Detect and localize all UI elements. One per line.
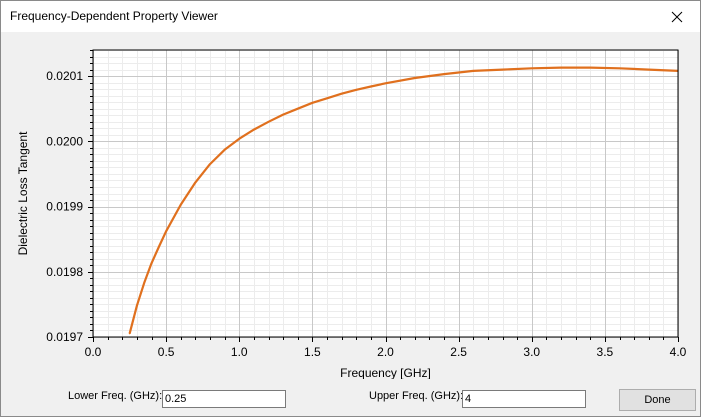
window-title: Frequency-Dependent Property Viewer: [10, 9, 218, 23]
done-button[interactable]: Done: [619, 389, 696, 411]
data-point: [297, 108, 299, 110]
y-axis-label: Dielectric Loss Tangent: [16, 131, 30, 256]
data-point: [194, 181, 196, 183]
data-point: [282, 114, 284, 116]
data-point: [501, 69, 504, 71]
close-icon: [671, 11, 683, 22]
data-point: [618, 67, 621, 69]
plot-frame: [92, 49, 679, 338]
upper-freq-label: Upper Freq. (GHz):: [369, 390, 464, 402]
data-point: [143, 282, 145, 284]
data-point: [150, 262, 153, 264]
upper-freq-input[interactable]: [462, 390, 586, 408]
data-point: [472, 70, 474, 72]
data-point: [443, 73, 445, 75]
data-point: [414, 77, 416, 79]
data-point: [165, 230, 167, 232]
y-tick-label: 0.0198: [46, 265, 83, 279]
data-point: [648, 69, 650, 71]
title-bar: Frequency-Dependent Property Viewer: [1, 1, 700, 32]
data-point: [560, 67, 562, 69]
lower-freq-input[interactable]: [162, 390, 286, 408]
x-tick-label: 3.5: [597, 345, 614, 359]
data-point: [326, 97, 328, 99]
data-point: [238, 138, 240, 140]
x-tick-label: 1.0: [231, 345, 248, 359]
x-tick-label: 1.5: [304, 345, 321, 359]
y-tick-label: 0.0199: [46, 200, 83, 214]
y-tick-label: 0.0197: [46, 330, 83, 344]
data-point: [531, 67, 533, 69]
data-point: [267, 121, 270, 123]
y-tick-label: 0.0200: [46, 134, 83, 148]
axis-ticks: [88, 50, 679, 342]
x-tick-label: 2.5: [450, 345, 467, 359]
x-axis-label: Frequency [GHz]: [340, 366, 431, 379]
y-tick-label: 0.0201: [46, 69, 83, 83]
data-point: [209, 163, 211, 165]
x-tick-label: 4.0: [670, 345, 687, 359]
data-point: [158, 246, 160, 248]
x-tick-labels: 0.0 0.5 1.0 1.5 2.0 2.5 3.0 3.5 4.0: [85, 345, 687, 359]
x-tick-label: 0.5: [158, 345, 175, 359]
loss-tangent-chart: 0.0 0.5 1.0 1.5 2.0 2.5 3.0 3.5 4.0 0.0197 0.0198…: [16, 49, 687, 379]
data-point: [224, 149, 226, 151]
data-point: [129, 333, 131, 335]
close-button[interactable]: [654, 1, 700, 32]
lower-freq-label: Lower Freq. (GHz):: [68, 390, 163, 402]
x-tick-label: 0.0: [85, 345, 102, 359]
data-point: [253, 129, 255, 131]
plot-area: 0.0 0.5 1.0 1.5 2.0 2.5 3.0 3.5 4.0 0.0197 0.0198…: [6, 34, 695, 379]
data-point: [180, 204, 182, 206]
data-point: [311, 102, 313, 104]
data-point: [370, 85, 372, 88]
x-tick-label: 3.0: [523, 345, 540, 359]
bottom-controls: Lower Freq. (GHz): Upper Freq. (GHz): Do…: [1, 384, 700, 416]
data-point: [384, 82, 387, 84]
plot-background: [93, 50, 678, 337]
data-point: [355, 89, 357, 91]
data-point: [136, 305, 138, 307]
y-tick-labels: 0.0197 0.0198 0.0199 0.0200 0.0201: [46, 69, 83, 344]
x-tick-label: 2.0: [377, 345, 394, 359]
data-point: [341, 93, 343, 95]
data-point: [589, 67, 591, 69]
